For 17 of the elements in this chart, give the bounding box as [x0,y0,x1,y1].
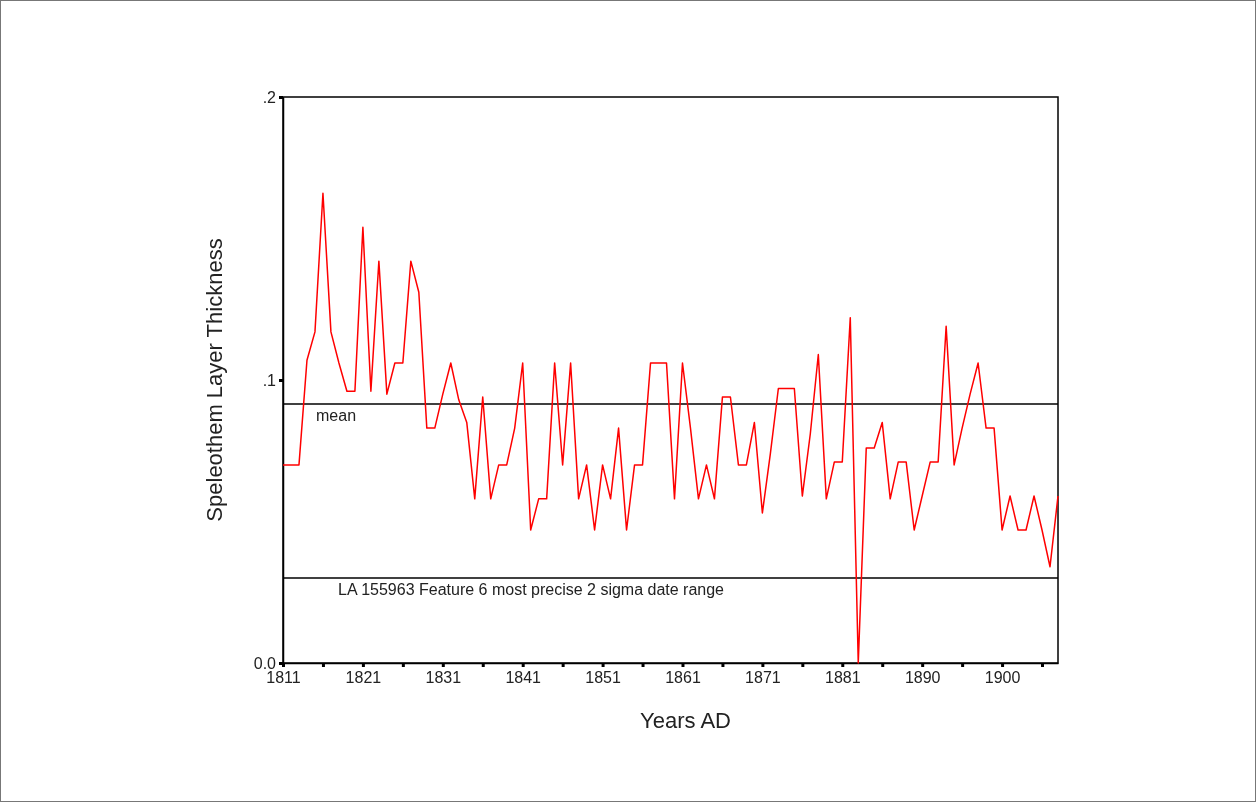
x-tick-label: 1861 [665,669,701,687]
ref-line-label: mean [316,407,357,425]
y-tick-label: .1 [262,371,277,389]
x-tick-label: 1900 [984,669,1021,687]
x-axis-title: Years AD [640,708,731,733]
x-tick-label: 1851 [585,669,621,687]
x-tick-label: 1831 [425,669,462,687]
y-tick-label: 0.0 [253,654,277,672]
x-tick-label: 1811 [266,669,301,687]
x-tick-label: 1821 [345,669,382,687]
x-tick-label: 1841 [505,669,542,687]
y-tick-label: .2 [262,88,277,106]
x-tick-label: 1890 [904,669,941,687]
x-tick-label: 1881 [824,669,861,687]
ref-line-label: LA 155963 Feature 6 most precise 2 sigma date range [338,581,725,599]
x-tick-label: 1871 [745,669,781,687]
y-axis-title: Speleothem Layer Thickness [202,238,227,522]
